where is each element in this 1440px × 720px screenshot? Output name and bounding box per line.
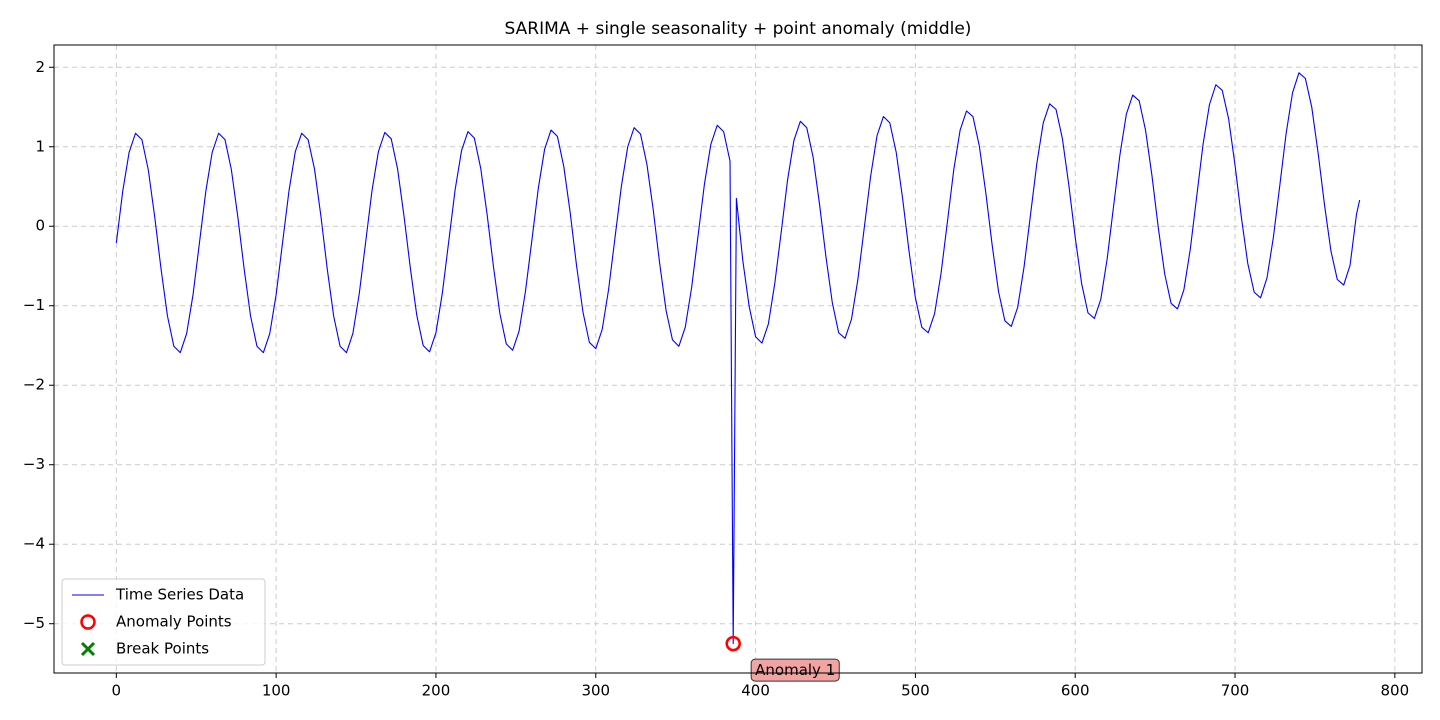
- legend-label: Anomaly Points: [116, 613, 232, 631]
- y-tick-label: −4: [23, 535, 45, 553]
- x-tick-label: 500: [901, 682, 930, 700]
- x-tick-label: 800: [1381, 682, 1410, 700]
- y-tick-label: −1: [23, 296, 45, 314]
- x-tick-label: 700: [1221, 682, 1250, 700]
- y-tick-label: −5: [23, 614, 45, 632]
- annotation: Anomaly 1: [750, 658, 840, 682]
- series-line: [115, 72, 1361, 645]
- anomaly-point: [725, 635, 741, 652]
- x-tick-label: 600: [1061, 682, 1090, 700]
- x-tick-label: 200: [422, 682, 451, 700]
- x-tick-label: 100: [262, 682, 291, 700]
- annotation-box: [750, 658, 840, 682]
- x-tick-label: 300: [581, 682, 610, 700]
- legend-circle: [80, 614, 96, 630]
- x-tick-label: 0: [112, 682, 122, 700]
- y-tick-label: −3: [23, 455, 45, 473]
- annotation-label: Anomaly 1: [755, 661, 835, 679]
- y-tick-label: 0: [35, 217, 45, 235]
- legend-x: [80, 641, 96, 657]
- y-tick-label: 2: [35, 58, 45, 76]
- x-tick-label: 400: [741, 682, 770, 700]
- legend-box: [61, 578, 266, 666]
- legend-label: Time Series Data: [115, 586, 244, 604]
- y-tick-label: −2: [23, 376, 45, 394]
- plot-frame: [53, 44, 1423, 674]
- chart-title: SARIMA + single seasonality + point anom…: [505, 19, 972, 39]
- y-tick-label: 1: [35, 137, 45, 155]
- legend-label: Break Points: [116, 640, 209, 658]
